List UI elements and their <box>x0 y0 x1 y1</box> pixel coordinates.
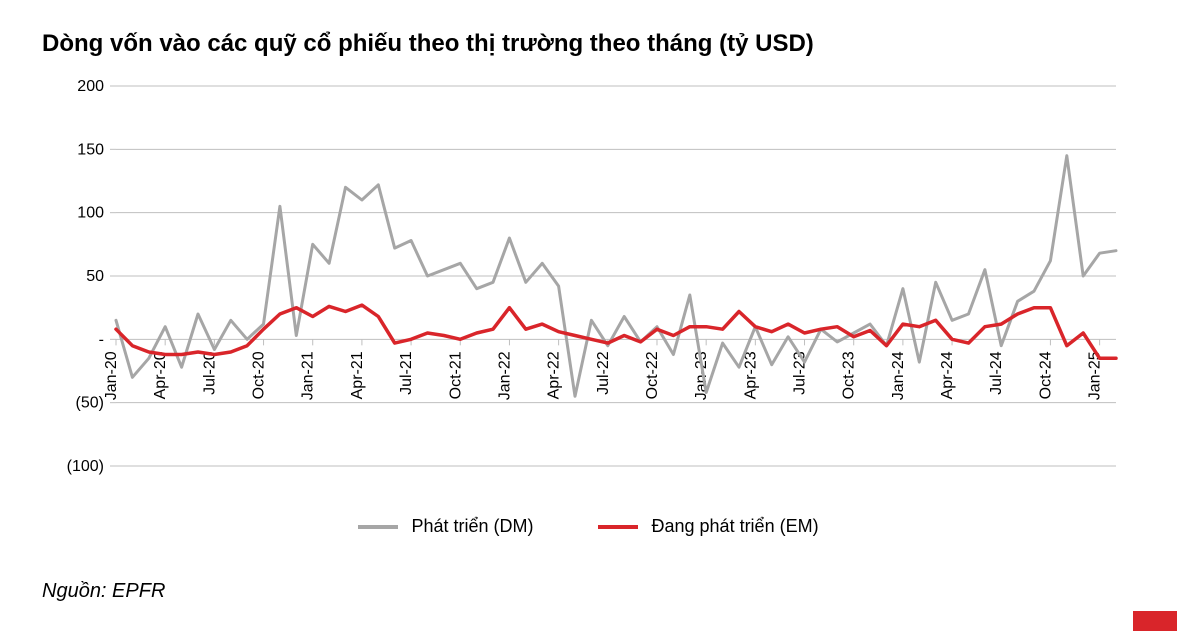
line-chart-svg: (100) (50) - 50 100 150 200 Jan-20 Apr-20 Jul-20 O… <box>42 72 1135 502</box>
legend-swatch-em <box>598 525 638 529</box>
svg-text:Jul-21: Jul-21 <box>398 351 415 395</box>
svg-text:Apr-23: Apr-23 <box>742 351 759 399</box>
svg-text:Oct-20: Oct-20 <box>251 351 268 399</box>
svg-text:Oct-22: Oct-22 <box>644 351 661 399</box>
source-text: Nguồn: EPFR <box>42 580 165 603</box>
svg-text:50: 50 <box>86 268 104 285</box>
chart-area: (100) (50) - 50 100 150 200 Jan-20 Apr-20 Jul-20 O… <box>42 72 1135 502</box>
svg-text:Jul-24: Jul-24 <box>988 351 1005 395</box>
svg-text:Oct-21: Oct-21 <box>447 351 464 399</box>
svg-text:Jan-21: Jan-21 <box>300 351 317 400</box>
svg-text:(50): (50) <box>76 395 104 412</box>
svg-text:Apr-21: Apr-21 <box>349 351 366 399</box>
legend-label-dm: Phát triển (DM) <box>411 516 533 536</box>
svg-text:-: - <box>99 331 104 348</box>
svg-text:Apr-24: Apr-24 <box>939 351 956 399</box>
svg-text:Apr-20: Apr-20 <box>152 351 169 399</box>
svg-text:Jan-22: Jan-22 <box>496 351 513 400</box>
legend-label-em: Đang phát triển (EM) <box>652 516 819 536</box>
svg-text:100: 100 <box>77 205 104 222</box>
legend: Phát triển (DM) Đang phát triển (EM) <box>0 516 1177 537</box>
svg-text:(100): (100) <box>67 458 104 475</box>
svg-text:Jan-24: Jan-24 <box>890 351 907 400</box>
chart-title: Dòng vốn vào các quỹ cổ phiếu theo thị t… <box>42 30 814 58</box>
svg-text:200: 200 <box>77 78 104 95</box>
footer-accent-tab <box>1133 611 1177 631</box>
svg-text:Apr-22: Apr-22 <box>546 351 563 399</box>
svg-text:Oct-23: Oct-23 <box>841 351 858 399</box>
page-root: Dòng vốn vào các quỹ cổ phiếu theo thị t… <box>0 0 1177 631</box>
svg-text:Jul-22: Jul-22 <box>595 351 612 395</box>
legend-item-em: Đang phát triển (EM) <box>598 516 818 537</box>
legend-item-dm: Phát triển (DM) <box>358 516 533 537</box>
svg-text:Jan-20: Jan-20 <box>103 351 120 400</box>
svg-text:Oct-24: Oct-24 <box>1037 351 1054 399</box>
legend-swatch-dm <box>358 525 398 529</box>
svg-text:Jul-20: Jul-20 <box>201 351 218 395</box>
svg-text:150: 150 <box>77 141 104 158</box>
